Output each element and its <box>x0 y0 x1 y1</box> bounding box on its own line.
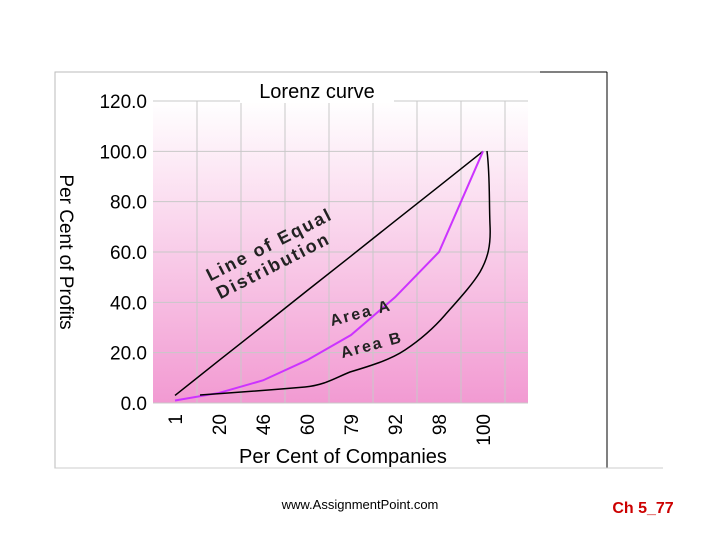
x-tick-label: 79 <box>342 414 363 435</box>
footer-source: www.AssignmentPoint.com <box>281 497 439 512</box>
marks <box>174 150 484 402</box>
series-line <box>174 150 484 402</box>
title-box <box>240 79 394 103</box>
x-tick-label: 98 <box>430 414 451 435</box>
x-tick-label: 20 <box>210 414 231 435</box>
x-axis-label: Per Cent of Companies <box>239 446 447 468</box>
series-line <box>174 150 484 397</box>
slide-number: Ch 5_77 <box>612 500 673 517</box>
x-tick-label: 60 <box>298 414 319 435</box>
y-tick-label: 120.0 <box>99 92 147 113</box>
chart-title: Lorenz curve <box>259 81 375 103</box>
y-tick-label: 60.0 <box>110 243 147 264</box>
x-tick-label: 1 <box>166 414 187 425</box>
x-tick-label: 92 <box>386 414 407 435</box>
y-tick-label: 40.0 <box>110 293 147 314</box>
y-tick-label: 80.0 <box>110 193 147 214</box>
y-axis-label: Per Cent of Profits <box>55 174 76 329</box>
y-tick-label: 20.0 <box>110 344 147 365</box>
y-tick-label: 100.0 <box>99 142 147 163</box>
y-tick-label: 0.0 <box>121 394 147 415</box>
x-tick-label: 100 <box>474 414 495 446</box>
grid: 0.0 20.0 40.0 60.0 80.0 100.0 120.0 1 20 46 60 79 92… <box>99 92 528 446</box>
area-b-outline <box>199 150 491 396</box>
x-tick-label: 46 <box>254 414 275 435</box>
